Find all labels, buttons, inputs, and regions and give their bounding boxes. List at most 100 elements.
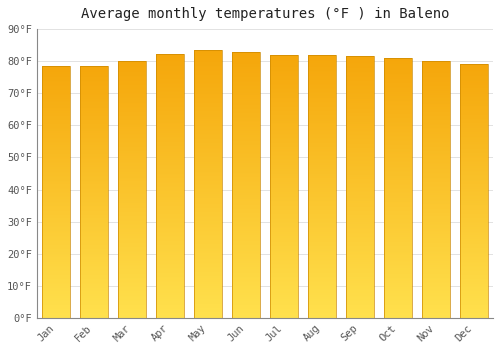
Bar [232,229,260,230]
Bar [460,289,488,290]
Bar [270,106,298,107]
Bar [232,161,260,162]
Bar [346,138,374,139]
Bar [194,193,222,195]
Bar [308,230,336,231]
Bar [460,268,488,270]
Bar [384,232,412,233]
Bar [270,132,298,134]
Bar [156,98,184,99]
Bar [346,245,374,246]
Bar [42,273,70,274]
Bar [422,206,450,208]
Bar [270,148,298,149]
Bar [80,285,108,286]
Bar [118,82,146,84]
Bar [460,284,488,285]
Bar [270,158,298,159]
Bar [80,198,108,200]
Bar [232,251,260,253]
Bar [308,182,336,184]
Bar [308,111,336,113]
Bar [384,288,412,289]
Bar [346,102,374,103]
Bar [346,262,374,263]
Bar [270,300,298,301]
Bar [460,169,488,171]
Bar [346,58,374,59]
Bar [270,297,298,298]
Bar [308,114,336,115]
Bar [156,315,184,316]
Bar [346,67,374,68]
Bar [384,313,412,314]
Bar [156,264,184,265]
Bar [232,144,260,145]
Bar [308,196,336,197]
Bar [42,76,70,77]
Bar [194,172,222,173]
Bar [460,139,488,140]
Bar [460,76,488,77]
Bar [80,122,108,124]
Bar [42,71,70,72]
Bar [194,181,222,182]
Bar [346,115,374,117]
Bar [118,180,146,181]
Bar [308,173,336,174]
Bar [422,178,450,179]
Bar [308,217,336,218]
Bar [80,298,108,299]
Bar [270,97,298,98]
Bar [156,187,184,189]
Bar [118,232,146,233]
Bar [384,185,412,187]
Bar [42,266,70,267]
Bar [42,288,70,289]
Bar [384,193,412,194]
Bar [460,158,488,159]
Bar [232,119,260,121]
Bar [194,157,222,158]
Bar [270,309,298,310]
Bar [346,168,374,169]
Bar [80,244,108,245]
Bar [384,96,412,97]
Bar [80,267,108,269]
Bar [80,166,108,167]
Bar [384,141,412,142]
Bar [42,203,70,204]
Bar [232,93,260,94]
Bar [156,199,184,201]
Bar [232,309,260,310]
Bar [80,251,108,252]
Bar [232,110,260,111]
Bar [118,89,146,90]
Bar [118,138,146,139]
Bar [308,75,336,76]
Bar [308,66,336,68]
Bar [422,214,450,215]
Bar [232,222,260,223]
Bar [232,158,260,159]
Bar [232,62,260,63]
Bar [156,303,184,305]
Bar [42,173,70,174]
Bar [422,223,450,224]
Bar [42,231,70,232]
Bar [460,109,488,110]
Bar [270,184,298,185]
Bar [270,64,298,65]
Bar [308,106,336,107]
Bar [156,197,184,198]
Bar [384,155,412,157]
Bar [80,74,108,75]
Bar [308,205,336,206]
Bar [308,199,336,201]
Bar [422,74,450,75]
Bar [194,75,222,76]
Bar [384,145,412,146]
Bar [156,240,184,241]
Bar [42,144,70,145]
Bar [422,94,450,96]
